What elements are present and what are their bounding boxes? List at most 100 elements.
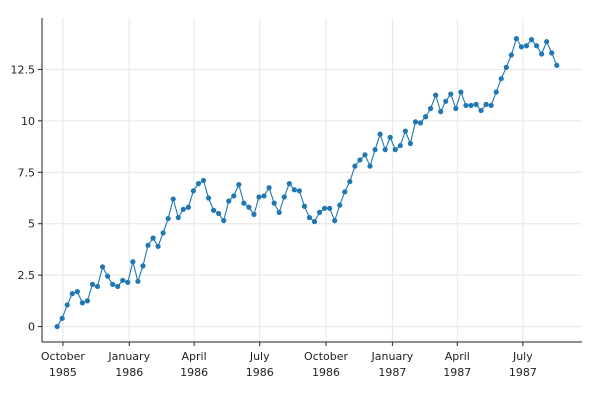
series-line [56,37,558,327]
data-point [554,62,560,68]
gridlines [42,18,582,342]
data-point [276,209,282,215]
data-point [367,163,373,169]
axes: 0 2.5 5 7.5 10 12.5 October 1985 January 1986 Apri… [11,18,582,379]
data-point [362,152,368,158]
data-point [488,102,494,109]
y-tick-label: 10 [21,115,35,128]
y-tick-label: 0 [28,321,35,334]
data-point [549,50,555,56]
data-point [422,114,429,120]
data-point [448,91,454,97]
data-point [528,37,535,43]
data-point [226,198,232,204]
data-point [306,214,313,221]
data-point [397,142,403,149]
data-point [332,218,338,224]
data-point [498,76,504,82]
data-point [433,92,439,98]
x-tick-label-year: 1986 [312,366,340,379]
x-tick-label-month: April [445,350,470,363]
data-point [463,102,469,109]
data-point [59,315,65,321]
data-point [236,182,242,188]
data-point [195,181,202,187]
data-point [99,264,106,270]
data-point [382,147,388,153]
data-point [84,298,91,304]
data-point [438,109,444,115]
data-point [130,259,136,265]
data-point [74,289,80,295]
data-point [352,163,358,169]
data-point [120,277,126,283]
data-point [94,283,101,290]
data-point [503,64,509,70]
data-point [125,279,131,285]
data-point [342,189,348,195]
data-point [407,140,414,147]
y-tick-label: 2.5 [18,269,36,282]
data-point [428,105,434,112]
data-point [69,291,75,297]
x-tick-label-month: July [249,350,270,363]
data-point [115,283,121,290]
data-point [508,52,514,58]
data-point [200,177,207,184]
data-point [155,243,161,249]
data-point [221,218,227,224]
data-point [453,105,459,112]
x-tick-label-month: October [41,350,85,363]
data-point [443,98,449,104]
data-point [210,207,217,213]
data-point [291,187,297,193]
x-tick-label-year: 1986 [115,366,143,379]
data-point [316,209,323,215]
data-point [473,101,479,107]
x-tick-label-month: January [107,350,150,363]
data-point [281,194,287,200]
data-point [493,89,499,95]
data-point [271,200,277,206]
data-point [337,202,343,208]
data-point [185,204,191,210]
data-point [216,210,222,217]
data-point [150,235,156,241]
data-point [523,43,530,49]
data-point [311,219,318,225]
data-point [205,195,212,201]
data-point [544,39,550,45]
data-point [54,323,60,330]
data-point [79,300,85,306]
y-tick-label: 7.5 [18,166,36,179]
data-point [231,193,237,199]
data-point [266,185,272,191]
data-point [539,51,545,57]
x-tick-label-month: January [371,350,414,363]
data-point [175,214,181,221]
data-point [261,193,267,199]
data-point [140,263,146,269]
y-tick-label: 5 [28,218,35,231]
x-tick-label-year: 1985 [49,366,77,379]
x-tick-label-year: 1987 [378,366,406,379]
data-point [165,215,171,222]
data-point [190,188,196,194]
data-point [513,35,519,42]
data-point [458,89,464,95]
x-tick-label-year: 1986 [246,366,274,379]
x-tick-label-month: October [304,350,348,363]
series-layer [54,35,560,330]
x-tick-label-month: April [182,350,207,363]
data-point [347,178,353,185]
data-point [417,120,424,126]
data-point [357,157,363,163]
data-point [533,43,540,49]
data-point [251,211,257,218]
data-point [135,278,141,284]
data-point [286,181,292,187]
data-point [387,134,393,140]
data-point [64,302,70,308]
